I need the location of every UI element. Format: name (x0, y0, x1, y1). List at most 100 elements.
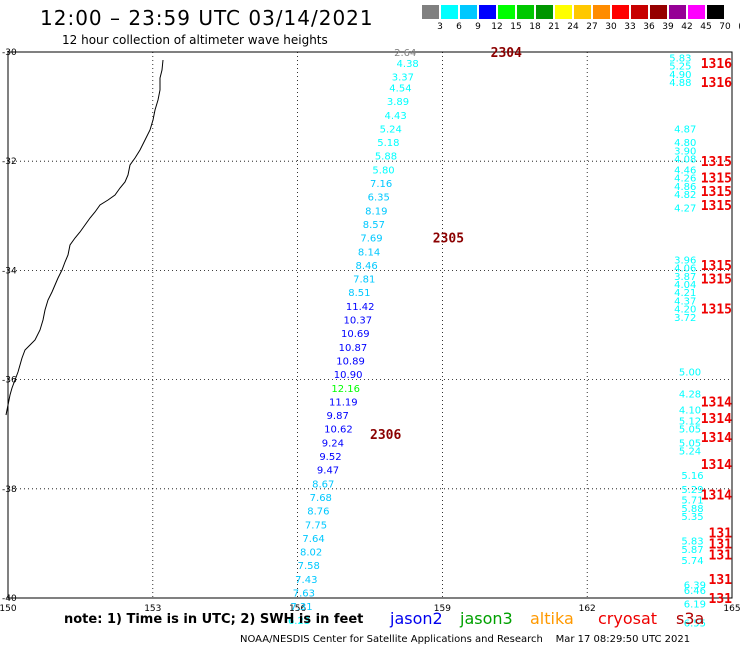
pass-number-label: 1316 (701, 57, 732, 72)
wave-height-value: 5.00 (679, 367, 701, 378)
wave-height-value: 5.24 (380, 124, 402, 135)
scale-tick-label: 30 (605, 22, 617, 32)
scale-swatch (669, 5, 686, 19)
scale-tick-label: 9 (475, 22, 481, 32)
wave-height-value: 7.43 (295, 575, 317, 586)
wave-height-value: 10.89 (336, 356, 365, 367)
longitude-label: 153 (144, 604, 161, 614)
wave-height-value: 5.25 (669, 62, 691, 73)
wave-height-value: 10.87 (339, 343, 368, 354)
wave-height-value: 9.47 (317, 466, 339, 477)
wave-height-value: 10.69 (341, 329, 370, 340)
wave-height-value: 5.71 (681, 496, 703, 507)
wave-height-value: 11.19 (329, 397, 358, 408)
scale-tick-label: 27 (586, 22, 598, 32)
scale-unit-label: (ft) (730, 22, 740, 32)
wave-height-value: 6.23 (288, 616, 310, 627)
wave-height-value: 4.90 (669, 70, 691, 81)
wave-height-value: 4.21 (674, 288, 696, 299)
wave-height-value: 8.02 (300, 548, 322, 559)
wave-height-value: 5.35 (681, 512, 703, 523)
scale-tick-label: 36 (643, 22, 655, 32)
wave-height-value: 8.51 (348, 288, 370, 299)
scale-tick-label: 12 (491, 22, 503, 32)
scale-swatch (422, 5, 439, 19)
wave-height-value: 4.80 (674, 138, 696, 149)
wave-height-value: 3.89 (387, 97, 409, 108)
wave-height-value: 4.87 (674, 124, 696, 135)
wave-height-value: 5.16 (681, 471, 703, 482)
wave-height-value: 8.67 (312, 479, 334, 490)
wave-height-value: 9.87 (327, 411, 349, 422)
wave-height-value: 5.12 (679, 417, 701, 428)
wave-height-value: 4.37 (674, 296, 696, 307)
wave-height-value: 4.88 (669, 78, 691, 89)
wave-height-value: 10.90 (334, 370, 363, 381)
wave-height-value: 4.27 (674, 204, 696, 215)
wave-height-value: 7.68 (310, 493, 332, 504)
satellite-name-altika: altika (530, 609, 574, 628)
wave-height-value: 5.88 (681, 504, 703, 515)
scale-swatch (707, 5, 724, 19)
pass-number-label: 1315 (701, 303, 732, 318)
wave-height-value: 6.55 (684, 619, 706, 630)
wave-height-value: 4.43 (384, 111, 406, 122)
latitude-label: -32 (2, 157, 17, 167)
pass-number-label: 1315 (701, 199, 732, 214)
latitude-label: -34 (2, 266, 17, 276)
scale-swatch (517, 5, 534, 19)
wave-height-value: 7.58 (298, 561, 320, 572)
wave-height-value: 5.87 (681, 545, 703, 556)
scale-tick-label: 6 (456, 22, 462, 32)
latitude-labels: -30 -32 -34 -36 -38 -40 (2, 48, 17, 604)
scale-swatch (593, 5, 610, 19)
wave-height-value: 5.24 (679, 447, 701, 458)
scale-swatch (498, 5, 515, 19)
scale-swatch (479, 5, 496, 19)
wave-height-value: 4.10 (679, 406, 701, 417)
wave-height-value: 7.81 (353, 275, 375, 286)
wave-height-value: 7.16 (370, 179, 392, 190)
wave-height-value: 9.52 (319, 452, 341, 463)
pass-number-label: 1314 (701, 458, 732, 473)
footer-note: note: 1) Time is in UTC; 2) SWH is in fe… (64, 612, 364, 627)
pass-number-label: 131 (709, 537, 733, 552)
wave-height-value: 10.62 (324, 425, 353, 436)
longitude-label: 165 (723, 604, 740, 614)
wave-height-value: 5.29 (681, 485, 703, 496)
wave-height-value: 5.18 (377, 138, 399, 149)
scale-tick-label: 15 (510, 22, 522, 32)
scale-tick-label: 70 (719, 22, 731, 32)
map-title: 12:00 – 23:59 UTC 03/14/2021 (40, 6, 374, 30)
wave-height-value: 4.08 (674, 154, 696, 165)
scale-tick-label: 3 (437, 22, 443, 32)
wave-height-value: 4.20 (674, 305, 696, 316)
wave-height-value: 4.28 (679, 389, 701, 400)
wave-height-value: 10.37 (343, 316, 372, 327)
pass-number-label: 1314 (701, 431, 732, 446)
scale-swatch (631, 5, 648, 19)
pass-number-label: 131 (709, 526, 733, 541)
wave-height-value: 4.46 (674, 165, 696, 176)
wave-height-value: 9.24 (322, 438, 344, 449)
wave-height-value: 3.72 (674, 313, 696, 324)
wave-height-value: 3.37 (392, 73, 414, 84)
latitude-label: -40 (2, 594, 17, 604)
altimeter-track-center: 2.644.38 3.374.54 3.89 4.43 5.24 5.18 5.88 5.80… (288, 46, 522, 627)
pass-number-label: 131 (709, 548, 733, 563)
longitude-label: 150 (0, 604, 17, 614)
pass-number-label: 1314 (701, 488, 732, 503)
pass-number-label: 2305 (433, 232, 464, 247)
pass-number-label: 1315 (701, 273, 732, 288)
pass-number-label: 1315 (701, 155, 732, 170)
wave-height-value: 3.87 (674, 272, 696, 283)
longitude-label: 162 (579, 604, 596, 614)
pass-number-label: 2304 (491, 46, 522, 61)
wave-height-value: 7.75 (305, 520, 327, 531)
wave-height-value: 5.88 (375, 152, 397, 163)
map-frame (7, 51, 733, 599)
wave-height-value: 5.83 (681, 537, 703, 548)
graticule-grid (8, 52, 732, 598)
scale-tick-label: 33 (624, 22, 636, 32)
wave-height-value: 3.90 (674, 146, 696, 157)
